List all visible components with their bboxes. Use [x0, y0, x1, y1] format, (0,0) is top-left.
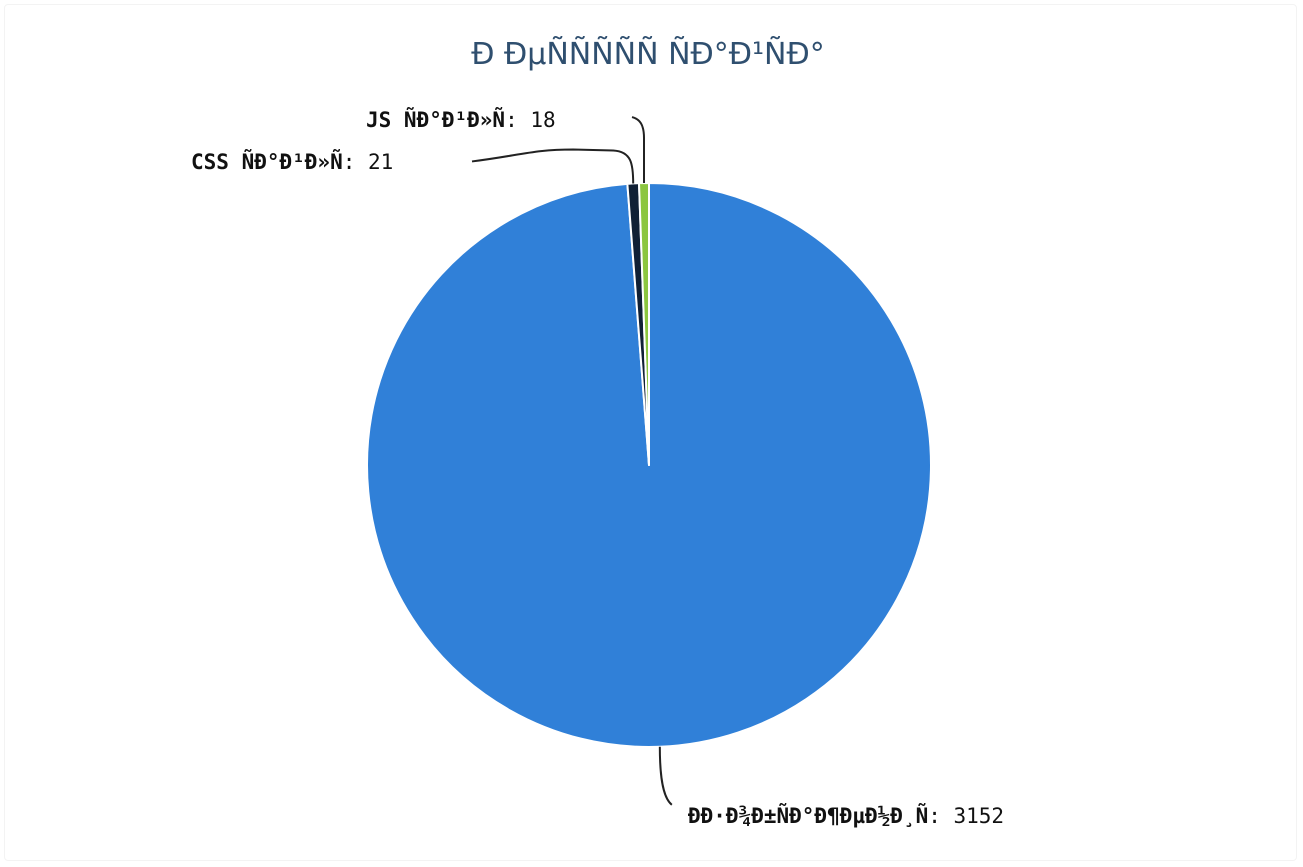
- slice-label-value: : 21: [343, 150, 394, 174]
- slice-label-name: ÐÐ·Ð¾Ð±ÑÐ°Ð¶ÐµÐ½Ð¸Ñ: [688, 803, 928, 828]
- chart-title: Ð ÐµÑÑÑÑÑ ÑÐ°Ð¹ÑÐ°: [471, 36, 825, 72]
- slice-label-0: ÐÐ·Ð¾Ð±ÑÐ°Ð¶ÐµÐ½Ð¸Ñ: 3152: [688, 803, 1004, 828]
- slice-labels: ÐÐ·Ð¾Ð±ÑÐ°Ð¶ÐµÐ½Ð¸Ñ: 3152 CSS ÑÐ°Ð¹Ð»Ñ: 2…: [191, 107, 1004, 828]
- slice-label-name: JS ÑÐ°Ð¹Ð»Ñ: [366, 107, 505, 132]
- leader-line-1: [471, 148, 635, 184]
- slice-label-value: : 3152: [928, 804, 1004, 828]
- pie-slices: [366, 182, 932, 748]
- leader-line-2: [631, 116, 646, 184]
- slice-label-value: : 18: [505, 108, 556, 132]
- leader-lines: [471, 116, 673, 806]
- slice-label-2: JS ÑÐ°Ð¹Ð»Ñ: 18: [366, 107, 556, 132]
- slice-label-1: CSS ÑÐ°Ð¹Ð»Ñ: 21: [191, 149, 393, 174]
- leader-line-0: [658, 746, 673, 806]
- slice-label-name: CSS ÑÐ°Ð¹Ð»Ñ: [191, 149, 343, 174]
- chart-frame: [4, 4, 1297, 861]
